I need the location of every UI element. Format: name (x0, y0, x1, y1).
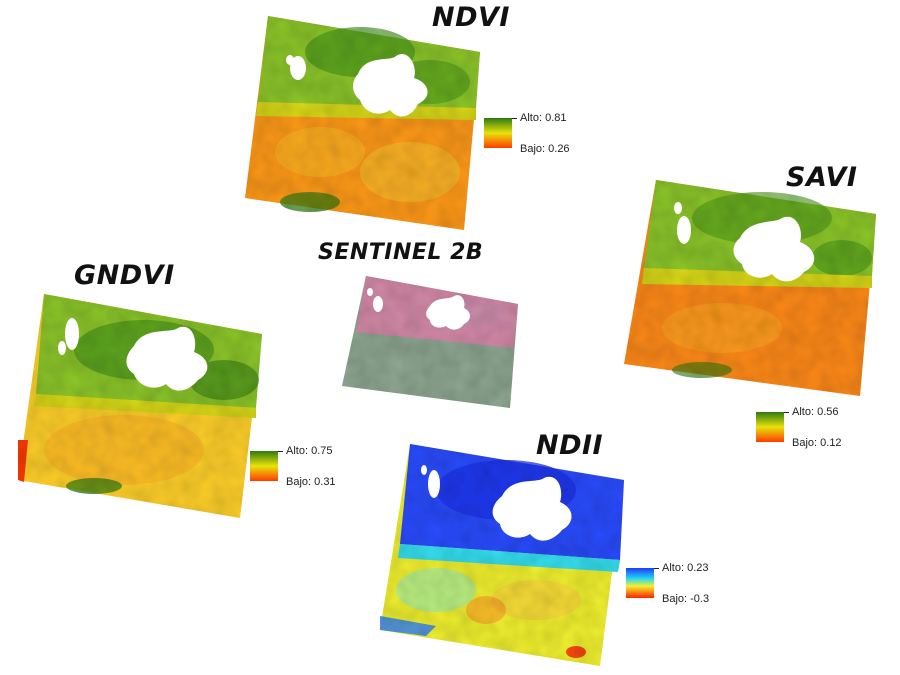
ndvi-title: NDVI (432, 2, 510, 33)
ndvi-field-hole (353, 54, 428, 117)
savi-map (622, 178, 884, 400)
gndvi-legend-low-value: 0.31 (314, 476, 336, 488)
ndvi-legend-colorbar (484, 118, 512, 148)
savi-legend-low-label: Bajo: (792, 437, 818, 449)
savi-field-hole (733, 216, 815, 282)
savi-legend-colorbar (756, 412, 784, 442)
gndvi-map (14, 290, 266, 522)
ndii-legend-low-label: Bajo: (662, 593, 688, 605)
sentinel-title: SENTINEL 2B (318, 240, 484, 265)
ndvi-legend-high-label: Alto: (520, 112, 543, 124)
ndii-legend-low-value: -0.3 (690, 593, 710, 605)
ndii-legend-high-value: 0.23 (687, 562, 709, 574)
sentinel-field-hole (426, 295, 470, 330)
ndvi-map (240, 12, 490, 237)
savi-legend-low-value: 0.12 (820, 437, 842, 449)
ndvi-legend-low-value: 0.26 (548, 143, 570, 155)
savi-legend-high-value: 0.56 (817, 406, 839, 418)
ndvi-legend-low-label: Bajo: (520, 143, 546, 155)
ndvi-legend-high-value: 0.81 (545, 112, 567, 124)
ndii-map (376, 440, 628, 670)
gndvi-legend-high-label: Alto: (286, 445, 309, 457)
gndvi-legend-high-value: 0.75 (311, 445, 333, 457)
gndvi-legend-colorbar (250, 451, 278, 481)
gndvi-legend-low-label: Bajo: (286, 476, 312, 488)
ndii-legend-colorbar (626, 568, 654, 598)
ndii-legend-high-label: Alto: (662, 562, 685, 574)
savi-title: SAVI (786, 162, 858, 193)
gndvi-title: GNDVI (74, 260, 175, 291)
ndii-title: NDII (536, 430, 604, 461)
ndii-field-hole (492, 476, 572, 541)
sentinel-image (338, 274, 524, 412)
gndvi-field-hole (126, 326, 208, 391)
savi-legend-high-label: Alto: (792, 406, 815, 418)
